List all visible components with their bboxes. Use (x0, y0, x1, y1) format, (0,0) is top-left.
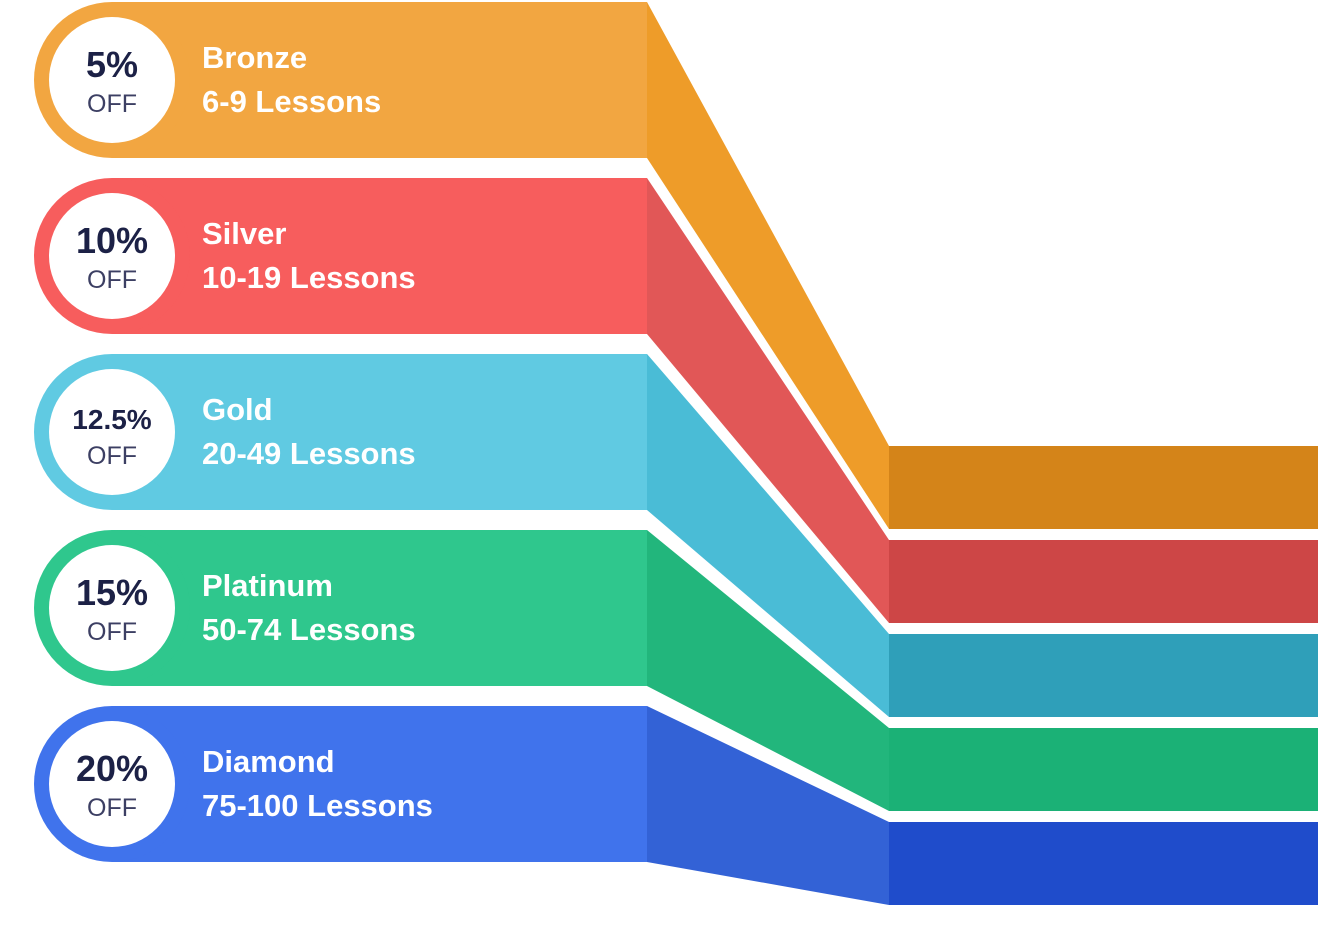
tier-band-silver (112, 178, 647, 334)
tier-badge-platinum (49, 545, 175, 671)
tier-lesson-range: 50-74 Lessons (202, 612, 416, 647)
discount-off-label: OFF (87, 794, 137, 822)
tier-silver: 10% OFF Silver 10-19 Lessons (34, 178, 1318, 623)
tier-badge-silver (49, 193, 175, 319)
discount-percent: 5% (86, 44, 138, 85)
discount-percent: 10% (76, 220, 148, 261)
tier-end-silver (889, 540, 1318, 623)
tier-badge-gold (49, 369, 175, 495)
tier-lesson-range: 75-100 Lessons (202, 788, 433, 823)
discount-percent: 15% (76, 572, 148, 613)
tier-end-gold (889, 634, 1318, 717)
tier-fold-platinum (647, 530, 889, 811)
discount-off-label: OFF (87, 266, 137, 294)
tier-fold-diamond (647, 706, 889, 905)
discount-off-label: OFF (87, 442, 137, 470)
discount-percent: 20% (76, 748, 148, 789)
tier-band-gold (112, 354, 647, 510)
tier-fold-silver (647, 178, 889, 623)
tier-bronze: 5% OFF Bronze 6-9 Lessons (34, 2, 1318, 529)
discount-off-label: OFF (87, 618, 137, 646)
tier-end-bronze (889, 446, 1318, 529)
tier-band-bronze (112, 2, 647, 158)
tier-lesson-range: 20-49 Lessons (202, 436, 416, 471)
tier-gold: 12.5% OFF Gold 20-49 Lessons (34, 354, 1318, 717)
tier-end-platinum (889, 728, 1318, 811)
tier-end-diamond (889, 822, 1318, 905)
tier-fold-bronze (647, 2, 889, 529)
tier-name: Silver (202, 216, 286, 251)
tier-name: Bronze (202, 40, 307, 75)
tier-band-diamond (112, 706, 647, 862)
tier-lesson-range: 10-19 Lessons (202, 260, 416, 295)
tier-name: Platinum (202, 568, 333, 603)
tier-badge-bronze (49, 17, 175, 143)
tier-name: Diamond (202, 744, 335, 779)
tier-badge-diamond (49, 721, 175, 847)
discount-off-label: OFF (87, 90, 137, 118)
tier-band-platinum (112, 530, 647, 686)
tier-fold-gold (647, 354, 889, 717)
tier-diamond: 20% OFF Diamond 75-100 Lessons (34, 706, 1318, 905)
tier-platinum: 15% OFF Platinum 50-74 Lessons (34, 530, 1318, 811)
tier-name: Gold (202, 392, 273, 427)
discount-percent: 12.5% (72, 404, 151, 435)
tier-lesson-range: 6-9 Lessons (202, 84, 381, 119)
